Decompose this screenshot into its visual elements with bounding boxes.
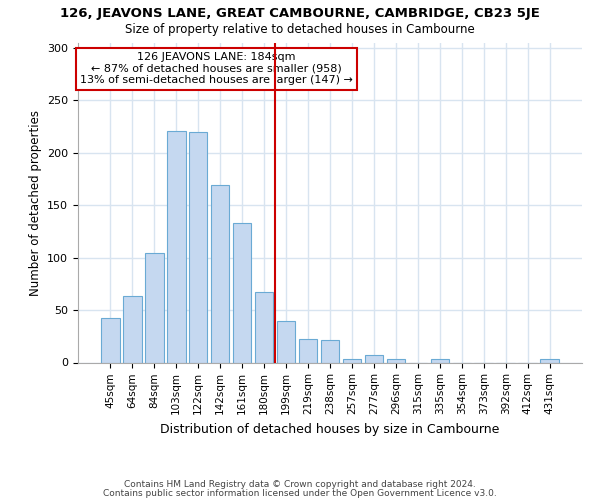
Bar — [365, 355, 383, 362]
Bar — [211, 185, 229, 362]
Bar — [101, 318, 119, 362]
Bar — [145, 254, 164, 362]
Bar — [255, 292, 274, 362]
Text: Size of property relative to detached houses in Cambourne: Size of property relative to detached ho… — [125, 22, 475, 36]
Bar — [343, 360, 361, 362]
Bar — [123, 296, 142, 362]
Bar — [233, 223, 251, 362]
Bar — [431, 360, 449, 362]
Bar — [541, 360, 559, 362]
Bar — [189, 132, 208, 362]
Bar — [299, 340, 317, 362]
Bar — [320, 340, 340, 362]
Text: 126, JEAVONS LANE, GREAT CAMBOURNE, CAMBRIDGE, CB23 5JE: 126, JEAVONS LANE, GREAT CAMBOURNE, CAMB… — [60, 8, 540, 20]
Bar — [167, 130, 185, 362]
Text: Contains public sector information licensed under the Open Government Licence v3: Contains public sector information licen… — [103, 488, 497, 498]
Bar — [386, 360, 405, 362]
X-axis label: Distribution of detached houses by size in Cambourne: Distribution of detached houses by size … — [160, 422, 500, 436]
Bar — [277, 320, 295, 362]
Y-axis label: Number of detached properties: Number of detached properties — [29, 110, 41, 296]
Text: Contains HM Land Registry data © Crown copyright and database right 2024.: Contains HM Land Registry data © Crown c… — [124, 480, 476, 489]
Text: 126 JEAVONS LANE: 184sqm
← 87% of detached houses are smaller (958)
13% of semi-: 126 JEAVONS LANE: 184sqm ← 87% of detach… — [80, 52, 353, 86]
